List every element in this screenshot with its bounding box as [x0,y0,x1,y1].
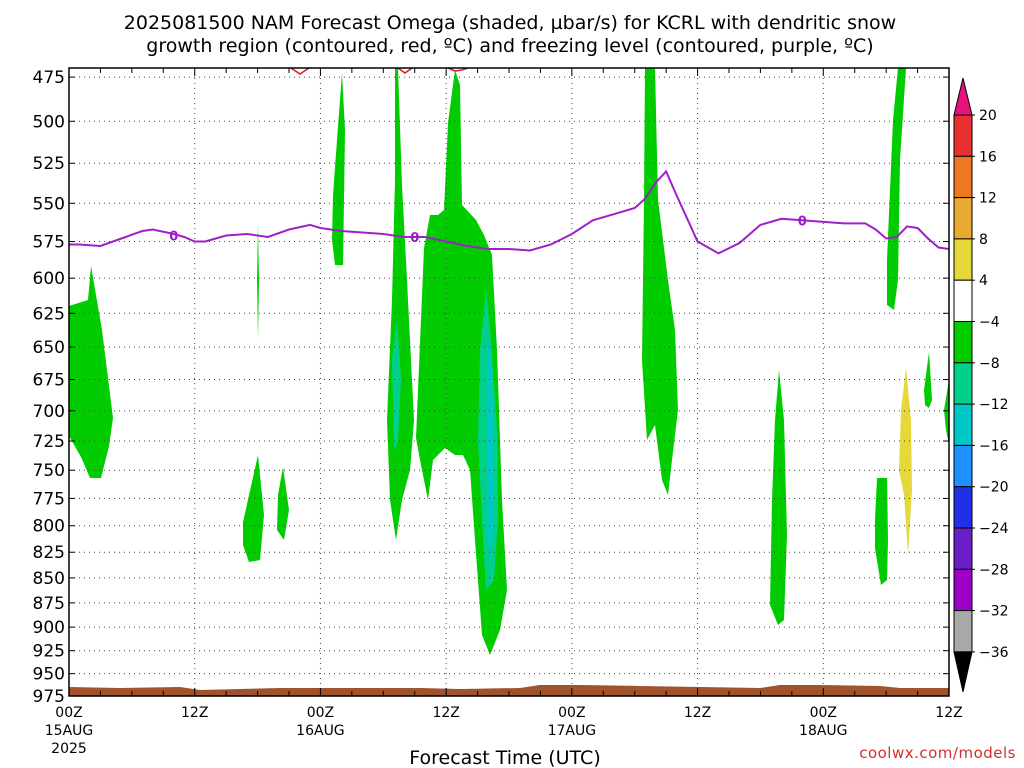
omega-region-14 [887,68,906,310]
omega-region-12 [770,370,787,625]
y-tick-label: 525 [33,154,65,174]
x-tick-date: 17AUG [548,723,597,739]
colorbar-label: −36 [979,645,1009,661]
freezing-level-label: 0 [798,214,807,229]
colorbar-swatch [953,403,973,446]
colorbar-swatch [953,155,973,199]
colorbar-swatch [953,197,973,240]
x-axis-title: Forecast Time (UTC) [409,747,600,768]
y-tick-label: 875 [33,594,65,614]
freezing-level-line [69,169,949,255]
omega-region-3 [257,224,259,340]
colorbar-swatch [953,321,973,364]
x-tick-label: 12Z [432,705,459,721]
colorbar-swatch [953,238,973,281]
x-tick-year: 2025 [51,741,87,757]
y-tick-label: 500 [33,112,65,132]
y-tick-label: 950 [33,665,65,685]
y-tick-label: 925 [33,642,65,662]
x-tick-date: 16AUG [296,723,345,739]
plot-frame [68,67,950,697]
x-tick-label: 12Z [935,705,962,721]
colorbar-label: −16 [979,438,1009,454]
colorbar-label: −32 [979,604,1009,620]
y-tick-label: 625 [33,304,65,324]
omega-region-13 [875,478,888,585]
x-tick-label: 00Z [558,705,585,721]
omega-region-15 [899,368,912,555]
freezing-level-label: 0 [169,230,178,245]
dgz-contour-1 [290,68,310,75]
colorbar-swatch [953,568,973,612]
y-tick-label: 675 [33,371,65,391]
colorbar-swatch [953,444,973,488]
colorbar-label: 4 [979,273,988,289]
chart-title-line1: 2025081500 NAM Forecast Omega (shaded, µ… [124,12,896,34]
omega-region-5 [277,467,289,540]
colorbar-label: 16 [979,149,997,165]
y-tick-label: 700 [33,402,65,422]
y-tick-label: 475 [33,68,65,88]
x-tick-date: 15AUG [45,723,94,739]
y-tick-label: 825 [33,543,65,563]
x-tick-label: 12Z [181,705,208,721]
colorbar-label: 8 [979,232,988,248]
axis-ticks: 475 500 525 550 575 600 625 650 675 700 725 750 775 8… [33,68,963,757]
colorbar-label: 20 [979,108,997,124]
y-tick-label: 550 [33,194,65,214]
plot-clip-group: 0 0 0 [69,68,949,696]
colorbar-label: 12 [979,191,997,207]
colorbar-label: −8 [979,356,1000,372]
colorbar-label: −24 [979,521,1009,537]
omega-region-16 [924,352,932,408]
colorbar-swatch [953,362,973,405]
omega-region-2 [332,73,345,265]
omega-region-4 [243,455,264,562]
y-tick-label: 575 [33,233,65,253]
colorbar-swatch [953,486,973,529]
omega-region-11 [642,68,678,495]
x-tick-label: 12Z [684,705,711,721]
y-tick-label: 800 [33,517,65,537]
colorbar-label: −28 [979,562,1009,578]
colorbar-swatch [953,527,973,570]
omega-region-9 [487,340,494,560]
x-tick-label: 00Z [55,705,82,721]
colorbar-swatch [953,114,973,157]
omega-region-6 [387,68,414,540]
colorbar-label: −20 [979,480,1009,496]
colorbar-swatch [953,279,973,323]
colorbar-legend: 20 16 12 8 4 −4 −8 −12 −16 −20 −24 −28 −32 −36 [953,77,1009,693]
y-tick-label: 650 [33,338,65,358]
y-tick-label: 600 [33,269,65,289]
chart-title-line2: growth region (contoured, red, ºC) and f… [146,35,873,57]
colorbar-label: −12 [979,397,1009,413]
omega-region-10 [392,320,401,450]
dgz-contour-2 [397,68,413,74]
x-tick-date: 18AUG [799,723,848,739]
omega-region-1 [69,266,113,478]
x-tick-label: 00Z [810,705,837,721]
omega-region-17 [944,380,949,445]
y-tick-label: 900 [33,618,65,638]
dgz-contour-3 [447,68,469,72]
plot-area: 0 0 0 [68,67,950,697]
y-tick-label: 850 [33,569,65,589]
x-tick-label: 00Z [307,705,334,721]
site-credit: coolwx.com/models [859,744,1016,762]
y-tick-label: 975 [33,687,65,707]
y-tick-label: 775 [33,489,65,509]
y-tick-label: 725 [33,432,65,452]
freezing-level-label: 0 [410,231,419,246]
y-tick-label: 750 [33,461,65,481]
colorbar-swatch [953,610,973,653]
colorbar-bottom-arrow [953,651,973,693]
colorbar-label: −4 [979,315,1000,331]
colorbar-top-arrow [953,77,973,116]
